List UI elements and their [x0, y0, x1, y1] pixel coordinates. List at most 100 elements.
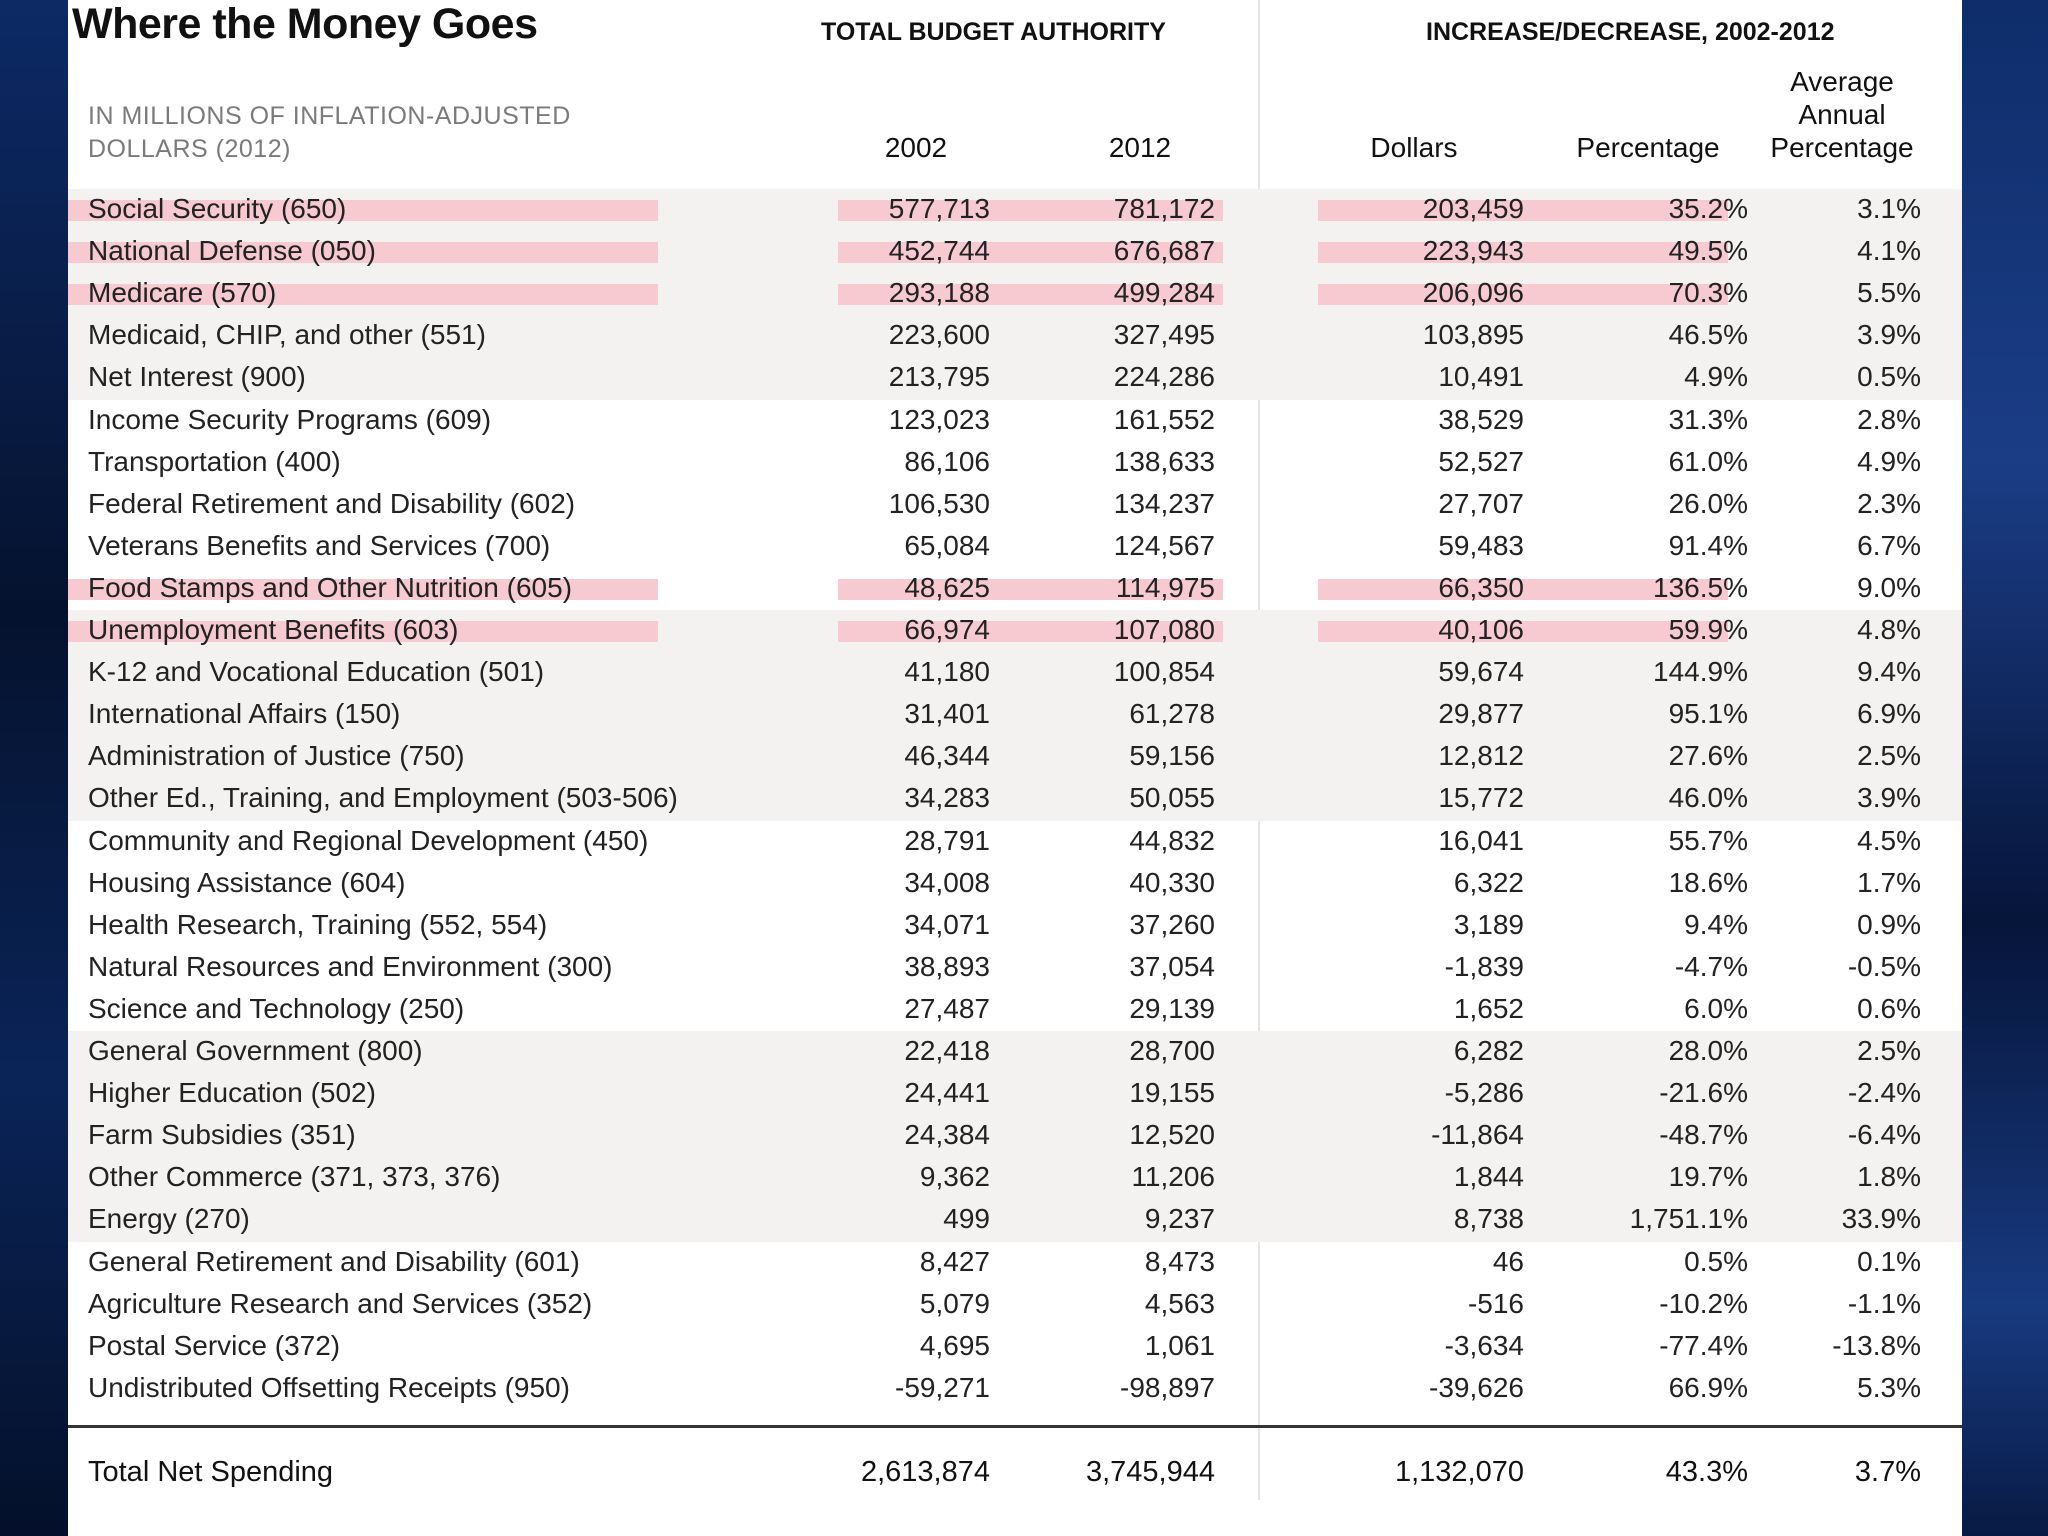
row-dollars: 1,652 — [1453, 992, 1524, 1024]
row-2012: 499,284 — [1113, 277, 1215, 309]
column-header-percentage: Percentage — [1576, 132, 1720, 163]
row-percentage: 18.6% — [1668, 866, 1748, 898]
row-dollars: 52,527 — [1438, 445, 1524, 477]
row-dollars: -516 — [1467, 1287, 1524, 1319]
row-percentage: 55.7% — [1668, 824, 1748, 856]
row-label: Transportation (400) — [88, 445, 341, 477]
row-2002: 66,974 — [904, 614, 990, 645]
row-2012: 781,172 — [1113, 193, 1215, 224]
row-label: Agriculture Research and Services (352) — [88, 1287, 593, 1319]
row-2002: -59,271 — [895, 1371, 990, 1403]
column-header-dollars: Dollars — [1370, 132, 1458, 163]
row-label: Other Ed., Training, and Employment (503… — [88, 782, 678, 814]
row-2012: 107,080 — [1113, 614, 1215, 645]
row-label: General Retirement and Disability (601) — [88, 1245, 580, 1277]
table-row: Higher Education (502) 24,441 19,155 -5,286… — [68, 1073, 1962, 1115]
row-2012: 28,700 — [1129, 1035, 1215, 1066]
row-2002: 5,079 — [919, 1287, 990, 1319]
row-average-annual: 0.6% — [1857, 992, 1921, 1024]
row-highlight — [68, 284, 658, 306]
group-header-increase-decrease: INCREASE/DECREASE, 2002-2012 — [1426, 18, 1835, 46]
row-percentage: 136.5% — [1653, 571, 1748, 603]
row-label: Income Security Programs (609) — [88, 403, 492, 435]
table-row: Transportation (400) 86,106 138,633 52,527 6… — [68, 442, 1962, 484]
table-row: Social Security (650) 577,713 781,172 203,4… — [68, 189, 1962, 231]
row-2012: 138,633 — [1113, 445, 1215, 477]
row-average-annual: 33.9% — [1841, 1203, 1921, 1235]
column-header-average-annual-percentage: Average Annual Percentage — [1770, 66, 1914, 163]
row-percentage: -10.2% — [1659, 1287, 1748, 1319]
row-2012: 8,473 — [1144, 1245, 1215, 1277]
row-2012: 59,156 — [1129, 740, 1215, 772]
row-dollars: 3,189 — [1453, 908, 1524, 940]
row-2012: 4,563 — [1144, 1287, 1215, 1319]
row-2012: 37,054 — [1129, 950, 1215, 982]
row-label: Farm Subsidies (351) — [88, 1119, 356, 1151]
row-2012: 134,237 — [1113, 487, 1215, 519]
total-average-annual: 3.7% — [1854, 1456, 1921, 1488]
row-label: K-12 and Vocational Education (501) — [88, 656, 545, 688]
row-percentage: 61.0% — [1668, 445, 1748, 477]
row-percentage: 91.4% — [1668, 529, 1748, 561]
table-row: Other Ed., Training, and Employment (503… — [68, 778, 1962, 820]
row-average-annual: 2.3% — [1857, 487, 1921, 519]
row-highlight — [838, 242, 1223, 264]
row-average-annual: 2.5% — [1857, 1035, 1921, 1066]
row-percentage: 6.0% — [1684, 992, 1748, 1024]
row-average-annual: 6.9% — [1857, 698, 1921, 730]
table-row: Net Interest (900) 213,795 224,286 10,491 4.… — [68, 357, 1962, 399]
row-highlight — [68, 242, 658, 264]
row-percentage: 35.2% — [1668, 193, 1748, 224]
row-2002: 293,188 — [888, 277, 990, 309]
table-row: Federal Retirement and Disability (602) 1… — [68, 484, 1962, 526]
table-row: National Defense (050) 452,744 676,687 223,… — [68, 231, 1962, 273]
row-average-annual: -1.1% — [1847, 1287, 1921, 1319]
row-2002: 4,695 — [919, 1329, 990, 1361]
row-2012: 327,495 — [1113, 319, 1215, 351]
row-2002: 48,625 — [904, 571, 990, 603]
row-percentage: 31.3% — [1668, 403, 1748, 435]
table-title: Where the Money Goes — [72, 0, 538, 48]
row-dollars: 12,812 — [1438, 740, 1524, 772]
row-label: Other Commerce (371, 373, 376) — [88, 1161, 501, 1193]
row-2012: 161,552 — [1113, 403, 1215, 435]
table-row: General Retirement and Disability (601) 8… — [68, 1242, 1962, 1284]
row-percentage: -4.7% — [1674, 950, 1748, 982]
row-highlight — [838, 200, 1223, 221]
row-2012: 19,155 — [1129, 1077, 1215, 1109]
row-2012: 114,975 — [1115, 571, 1215, 603]
row-2002: 86,106 — [904, 445, 990, 477]
row-2002: 27,487 — [904, 992, 990, 1024]
table-row: Undistributed Offsetting Receipts (950) -… — [68, 1368, 1962, 1410]
group-header-total-budget: TOTAL BUDGET AUTHORITY — [821, 18, 1166, 46]
row-label: Undistributed Offsetting Receipts (950) — [88, 1371, 570, 1403]
row-average-annual: 3.9% — [1857, 782, 1921, 814]
row-2012: 9,237 — [1144, 1203, 1215, 1235]
total-row: Total Net Spending 2,613,874 3,745,944 1… — [68, 1452, 1962, 1494]
row-average-annual: 9.0% — [1857, 571, 1921, 603]
row-dollars: 40,106 — [1438, 614, 1524, 645]
table-row: Medicaid, CHIP, and other (551) 223,600 32… — [68, 315, 1962, 357]
row-2002: 452,744 — [888, 235, 990, 267]
total-dollars: 1,132,070 — [1394, 1456, 1524, 1488]
row-2002: 34,071 — [904, 908, 990, 940]
row-label: Science and Technology (250) — [88, 992, 465, 1024]
row-2002: 34,283 — [904, 782, 990, 814]
row-2012: 124,567 — [1113, 529, 1215, 561]
row-label: Postal Service (372) — [88, 1329, 341, 1361]
row-dollars: -5,286 — [1444, 1077, 1524, 1109]
row-2002: 106,530 — [888, 487, 990, 519]
row-percentage: 46.5% — [1668, 319, 1748, 351]
column-header-2002: 2002 — [884, 132, 948, 163]
row-highlight — [1318, 200, 1728, 221]
column-header-2012: 2012 — [1108, 132, 1172, 163]
table-row: Science and Technology (250) 27,487 29,139… — [68, 989, 1962, 1031]
row-dollars: 66,350 — [1438, 571, 1524, 603]
row-label: International Affairs (150) — [88, 698, 401, 730]
row-percentage: 49.5% — [1668, 235, 1748, 267]
row-percentage: 95.1% — [1668, 698, 1748, 730]
table-row: Energy (270) 499 9,237 8,738 1,751.1% 33.9% — [68, 1199, 1962, 1241]
row-average-annual: 4.5% — [1857, 824, 1921, 856]
row-dollars: 203,459 — [1422, 193, 1524, 224]
row-dollars: 10,491 — [1438, 361, 1524, 393]
